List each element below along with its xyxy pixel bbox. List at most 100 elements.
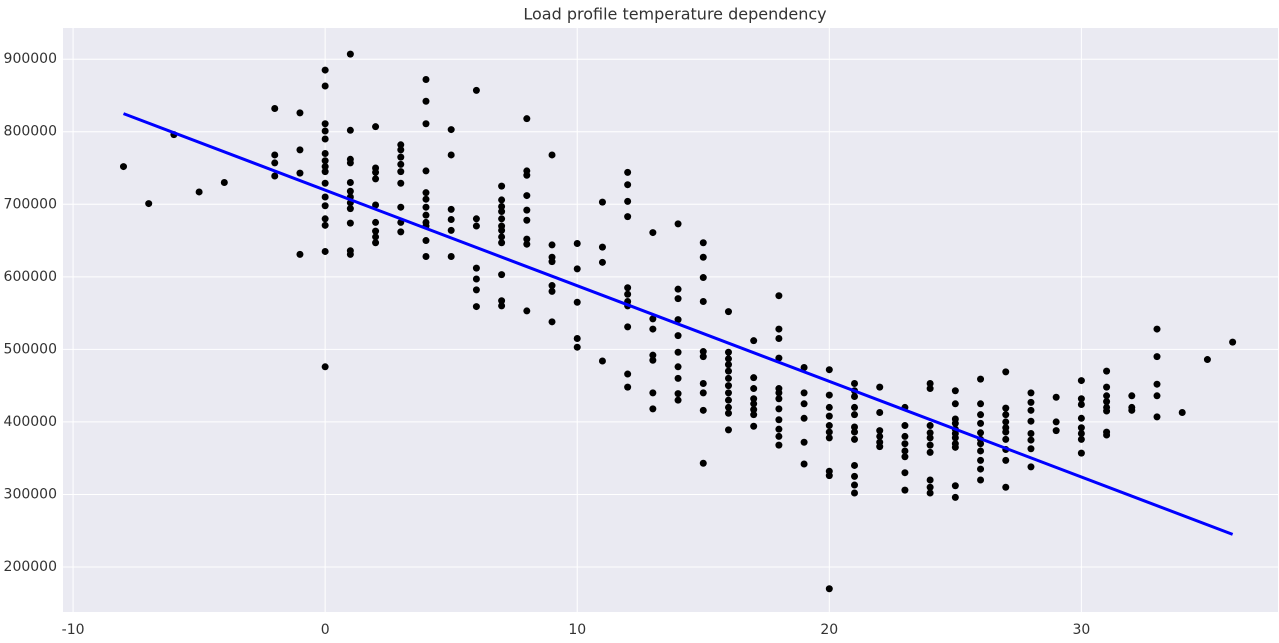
y-tick-label: 900000 <box>4 51 57 67</box>
point <box>422 237 430 245</box>
y-tick-label: 400000 <box>4 414 57 430</box>
point <box>523 240 531 248</box>
point <box>598 243 606 251</box>
point <box>397 203 405 211</box>
point <box>119 163 127 171</box>
point <box>1229 338 1237 346</box>
point <box>825 472 833 480</box>
point <box>825 391 833 399</box>
point <box>498 215 506 223</box>
point <box>851 379 859 387</box>
point <box>825 434 833 442</box>
point <box>724 308 732 316</box>
point <box>397 141 405 149</box>
point <box>498 196 506 204</box>
point <box>977 465 985 473</box>
point <box>296 250 304 258</box>
point <box>321 157 329 165</box>
point <box>548 318 556 326</box>
point <box>523 192 531 200</box>
y-tick-label: 500000 <box>4 341 57 357</box>
point <box>901 422 909 430</box>
point <box>750 406 758 414</box>
point <box>800 364 808 372</box>
point <box>951 493 959 501</box>
point <box>1153 325 1161 333</box>
point <box>1153 413 1161 421</box>
point <box>775 292 783 300</box>
point <box>926 385 934 393</box>
point <box>573 298 581 306</box>
point <box>598 357 606 365</box>
point <box>775 441 783 449</box>
point <box>926 483 934 491</box>
point <box>472 264 480 272</box>
point <box>649 229 657 237</box>
point <box>951 387 959 395</box>
point <box>498 208 506 216</box>
point <box>447 226 455 234</box>
point <box>724 382 732 390</box>
point <box>422 203 430 211</box>
point <box>220 179 228 187</box>
point <box>321 363 329 371</box>
point <box>472 215 480 223</box>
point <box>1027 398 1035 406</box>
point <box>926 422 934 430</box>
point <box>775 405 783 413</box>
point <box>674 348 682 356</box>
point <box>1052 418 1060 426</box>
point <box>977 440 985 448</box>
point <box>1052 393 1060 401</box>
point <box>372 239 380 247</box>
x-tick-label: 30 <box>1072 622 1090 638</box>
point <box>977 429 985 437</box>
point <box>296 109 304 117</box>
point <box>724 389 732 397</box>
point <box>724 426 732 434</box>
point <box>422 167 430 175</box>
point <box>271 105 279 113</box>
point <box>699 459 707 467</box>
point <box>699 389 707 397</box>
point <box>775 395 783 403</box>
x-tick-label: 10 <box>568 622 586 638</box>
point <box>624 181 632 189</box>
point <box>977 375 985 383</box>
point <box>724 367 732 375</box>
point <box>699 298 707 306</box>
point <box>951 482 959 490</box>
point <box>775 325 783 333</box>
point <box>1077 401 1085 409</box>
point <box>1027 436 1035 444</box>
point <box>825 585 833 593</box>
x-tick-label: 20 <box>820 622 838 638</box>
point <box>977 476 985 484</box>
x-tick-label: 0 <box>321 622 330 638</box>
point <box>1103 431 1111 439</box>
point <box>397 168 405 176</box>
point <box>851 403 859 411</box>
point <box>851 481 859 489</box>
point <box>397 179 405 187</box>
point <box>346 50 354 58</box>
point <box>624 197 632 205</box>
point <box>800 414 808 422</box>
point <box>1002 404 1010 412</box>
point <box>1128 406 1136 414</box>
point <box>372 227 380 235</box>
point <box>346 187 354 195</box>
chart-title: Load profile temperature dependency <box>523 5 826 24</box>
point <box>498 239 506 247</box>
point <box>851 461 859 469</box>
point <box>951 434 959 442</box>
point <box>321 66 329 74</box>
point <box>321 120 329 128</box>
point <box>624 370 632 378</box>
point <box>1002 368 1010 376</box>
point <box>1103 383 1111 391</box>
point <box>321 179 329 187</box>
point <box>724 361 732 369</box>
point <box>346 126 354 134</box>
